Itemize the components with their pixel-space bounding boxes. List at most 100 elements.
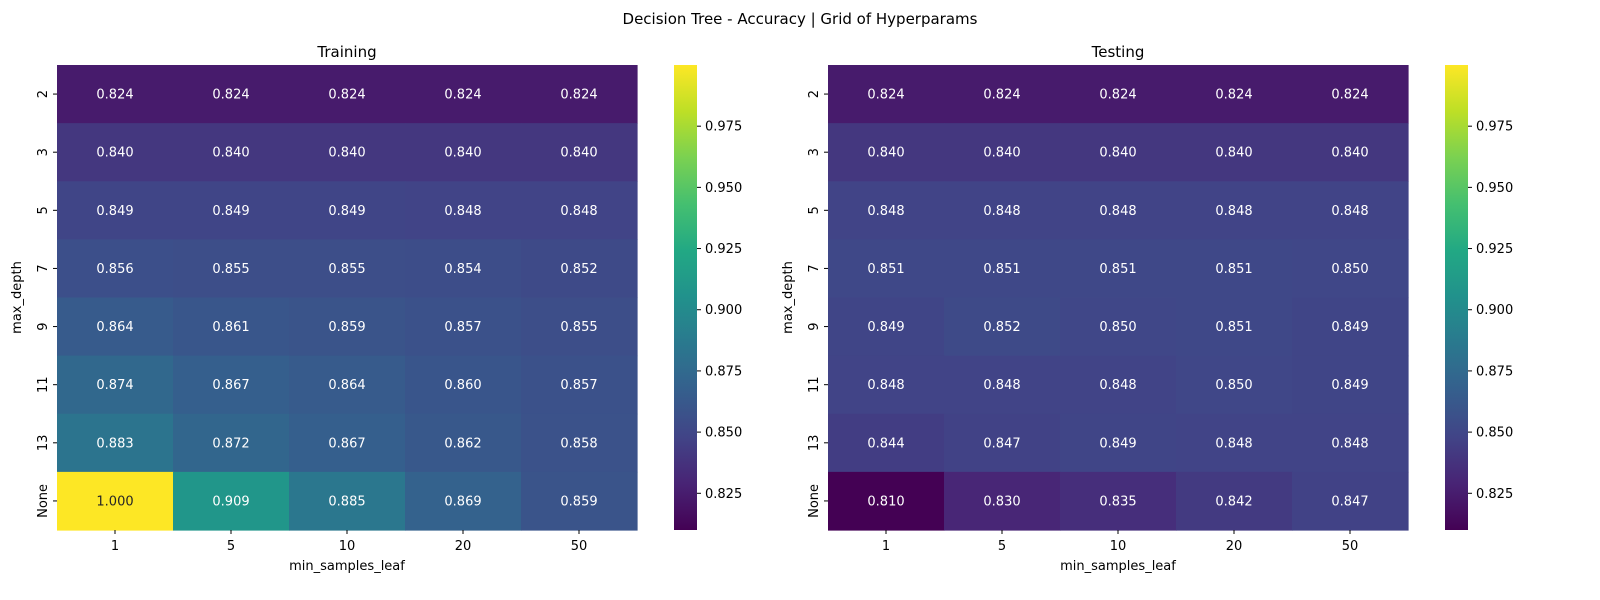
- testing-heatmap-cell: [1060, 239, 1177, 299]
- training-heatmap-cell: [173, 297, 290, 357]
- training-heatmap-cell: [405, 413, 522, 473]
- training-heatmap-cell: [405, 181, 522, 240]
- training-heatmap-cell: [173, 181, 290, 240]
- training-heatmap-cell: [173, 123, 290, 182]
- testing-heatmap-cell: [1292, 297, 1409, 357]
- testing-y-tick-label: 2: [807, 90, 822, 98]
- testing-cell-value: 0.851: [1215, 262, 1252, 277]
- training-cell-value: 0.864: [328, 378, 365, 393]
- testing-cell-value: 0.849: [867, 320, 904, 335]
- testing-cell-value: 0.848: [1099, 378, 1136, 393]
- testing-y-tick-label: 3: [807, 148, 822, 156]
- testing-x-tick-label: 1: [882, 539, 890, 554]
- training-cell-value: 0.869: [444, 494, 481, 509]
- training-heatmap-cell: [57, 239, 174, 299]
- training-y-tick-label: 2: [36, 90, 51, 98]
- training-heatmap-cell: [405, 65, 522, 124]
- training-y-tick-label: 7: [36, 264, 51, 272]
- testing-cell-value: 0.850: [1215, 378, 1252, 393]
- training-cell-value: 0.855: [212, 262, 249, 277]
- testing-cell-value: 0.848: [983, 204, 1020, 219]
- testing-cell-value: 0.849: [1331, 378, 1368, 393]
- training-cell-value: 0.849: [96, 204, 133, 219]
- testing-colorbar-tick-label: 0.825: [1476, 487, 1513, 502]
- testing-heatmap-cell: [1176, 123, 1293, 182]
- testing-y-axis-label: max_depth: [781, 261, 796, 334]
- training-cell-value: 0.840: [560, 146, 597, 161]
- testing-heatmap-cell: [828, 123, 945, 182]
- testing-heatmap-cell: [1292, 413, 1409, 473]
- training-cell-value: 0.867: [328, 436, 365, 451]
- testing-cell-value: 0.851: [1215, 320, 1252, 335]
- training-cell-value: 0.840: [444, 146, 481, 161]
- training-cell-value: 0.824: [328, 88, 365, 103]
- testing-heatmap-cell: [1176, 413, 1293, 473]
- testing-cell-value: 0.847: [1331, 494, 1368, 509]
- training-heatmap-cell: [289, 413, 406, 473]
- testing-heatmap-cell: [1176, 181, 1293, 240]
- training-cell-value: 1.000: [96, 494, 133, 509]
- testing-y-tick-label: None: [807, 484, 822, 518]
- training-cell-value: 0.824: [96, 88, 133, 103]
- training-heatmap-cell: [289, 181, 406, 240]
- testing-cell-value: 0.849: [1331, 320, 1368, 335]
- training-heatmap-cell: [405, 123, 522, 182]
- training-heatmap-cell: [405, 471, 522, 531]
- testing-panel-title: Testing: [1091, 43, 1145, 61]
- training-heatmap-cell: [521, 413, 638, 473]
- training-heatmap-cell: [405, 355, 522, 415]
- testing-cell-value: 0.847: [983, 436, 1020, 451]
- testing-colorbar-tick-label: 0.950: [1476, 181, 1513, 196]
- testing-heatmap-cell: [828, 181, 945, 240]
- testing-cell-value: 0.848: [867, 378, 904, 393]
- testing-heatmap-cell: [828, 355, 945, 415]
- testing-heatmap-cell: [1176, 239, 1293, 299]
- training-heatmap-cell: [57, 355, 174, 415]
- training-cell-value: 0.858: [560, 436, 597, 451]
- testing-cell-value: 0.824: [1331, 88, 1368, 103]
- testing-cell-value: 0.835: [1099, 494, 1136, 509]
- testing-heatmap-cell: [1176, 297, 1293, 357]
- testing-heatmap-cell: [1176, 65, 1293, 124]
- training-x-tick-label: 1: [111, 539, 119, 554]
- testing-heatmap-cell: [944, 239, 1061, 299]
- training-cell-value: 0.872: [212, 436, 249, 451]
- testing-heatmap-cell: [1292, 123, 1409, 182]
- training-heatmap-cell: [521, 181, 638, 240]
- training-colorbar-tick-label: 0.850: [705, 426, 742, 441]
- testing-cell-value: 0.851: [867, 262, 904, 277]
- testing-colorbar-tick-label: 0.850: [1476, 426, 1513, 441]
- training-colorbar-tick-label: 0.925: [705, 242, 742, 257]
- testing-heatmap-cell: [828, 239, 945, 299]
- training-cell-value: 0.854: [444, 262, 481, 277]
- testing-heatmap-cell: [828, 471, 945, 531]
- training-colorbar-tick-label: 0.975: [705, 120, 742, 135]
- testing-colorbar-tick-label: 0.975: [1476, 120, 1513, 135]
- testing-cell-value: 0.840: [983, 146, 1020, 161]
- training-cell-value: 0.848: [444, 204, 481, 219]
- testing-heatmap-cell: [1292, 471, 1409, 531]
- testing-x-tick-label: 5: [998, 539, 1006, 554]
- training-heatmap-cell: [173, 413, 290, 473]
- training-cell-value: 0.909: [212, 494, 249, 509]
- testing-y-tick-label: 13: [807, 435, 822, 452]
- training-heatmap-cell: [521, 123, 638, 182]
- testing-heatmap-cell: [944, 471, 1061, 531]
- testing-y-tick-label: 5: [807, 206, 822, 214]
- training-cell-value: 0.874: [96, 378, 133, 393]
- testing-cell-value: 0.840: [867, 146, 904, 161]
- training-y-tick-label: 9: [36, 322, 51, 330]
- testing-heatmap-cell: [828, 413, 945, 473]
- testing-colorbar-tick-label: 0.875: [1476, 364, 1513, 379]
- training-y-tick-label: 13: [36, 435, 51, 452]
- training-cell-value: 0.840: [96, 146, 133, 161]
- training-x-axis-label: min_samples_leaf: [289, 559, 405, 574]
- testing-heatmap-cell: [1292, 181, 1409, 240]
- testing-heatmap-cell: [1060, 297, 1177, 357]
- testing-cell-value: 0.848: [867, 204, 904, 219]
- testing-cell-value: 0.842: [1215, 494, 1252, 509]
- training-heatmap-cell: [521, 65, 638, 124]
- testing-cell-value: 0.850: [1331, 262, 1368, 277]
- testing-cell-value: 0.824: [1099, 88, 1136, 103]
- testing-cell-value: 0.824: [867, 88, 904, 103]
